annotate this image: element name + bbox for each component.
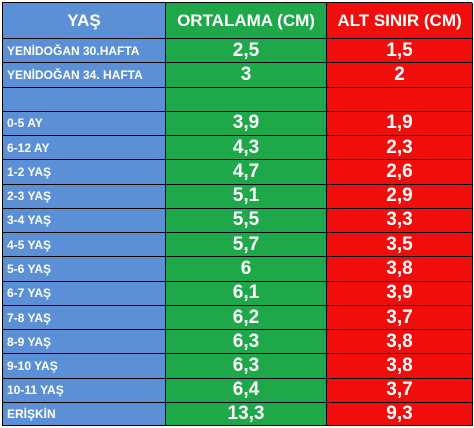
average-cell: 3	[166, 63, 327, 88]
average-cell: 2,5	[166, 39, 327, 64]
minimum-cell: 3,7	[327, 378, 473, 403]
minimum-cell: 2,9	[327, 184, 473, 209]
minimum-cell: 1,9	[327, 111, 473, 137]
minimum-cell: 3,8	[327, 257, 473, 282]
age-cell: 3-4 YAŞ	[3, 208, 166, 234]
minimum-cell: 9,3	[327, 402, 473, 426]
age-cell: 7-8 YAŞ	[3, 305, 166, 331]
average-cell: 6,4	[166, 378, 327, 403]
age-cell: YENİDOĞAN 30.HAFTA	[3, 39, 166, 64]
average-cell-empty	[166, 87, 327, 112]
minimum-cell: 3,3	[327, 208, 473, 234]
minimum-cell: 1,5	[327, 39, 473, 64]
average-cell: 6,1	[166, 281, 327, 306]
minimum-cell: 3,5	[327, 233, 473, 258]
age-cell: ERİŞKİN	[3, 402, 166, 426]
average-cell: 4,3	[166, 136, 327, 161]
age-cell: 1-2 YAŞ	[3, 160, 166, 185]
age-cell: 10-11 YAŞ	[3, 378, 166, 403]
average-cell: 5,7	[166, 233, 327, 258]
age-cell: 8-9 YAŞ	[3, 330, 166, 355]
minimum-cell: 2,3	[327, 136, 473, 161]
average-cell: 6,3	[166, 330, 327, 355]
age-cell: YENİDOĞAN 34. HAFTA	[3, 63, 166, 88]
average-cell: 5,5	[166, 208, 327, 234]
average-cell: 6	[166, 257, 327, 282]
header-minimum: ALT SINIR (CM)	[327, 3, 473, 39]
minimum-cell-empty	[327, 87, 473, 112]
minimum-cell: 3,8	[327, 330, 473, 355]
age-cell: 4-5 YAŞ	[3, 233, 166, 258]
age-cell: 5-6 YAŞ	[3, 257, 166, 282]
minimum-cell: 3,8	[327, 354, 473, 379]
average-cell: 13,3	[166, 402, 327, 426]
average-cell: 5,1	[166, 184, 327, 209]
average-cell: 3,9	[166, 111, 327, 137]
minimum-cell: 3,9	[327, 281, 473, 306]
minimum-cell: 3,7	[327, 305, 473, 331]
minimum-cell: 2,6	[327, 160, 473, 185]
age-cell: 9-10 YAŞ	[3, 354, 166, 379]
minimum-cell: 2	[327, 63, 473, 88]
average-cell: 6,3	[166, 354, 327, 379]
age-cell: 0-5 AY	[3, 111, 166, 137]
header-average: ORTALAMA (CM)	[166, 3, 327, 39]
header-age: YAŞ	[3, 3, 166, 39]
age-cell-empty	[3, 87, 166, 112]
average-cell: 6,2	[166, 305, 327, 331]
age-cell: 6-7 YAŞ	[3, 281, 166, 306]
age-cell: 6-12 AY	[3, 136, 166, 161]
average-cell: 4,7	[166, 160, 327, 185]
age-cell: 2-3 YAŞ	[3, 184, 166, 209]
